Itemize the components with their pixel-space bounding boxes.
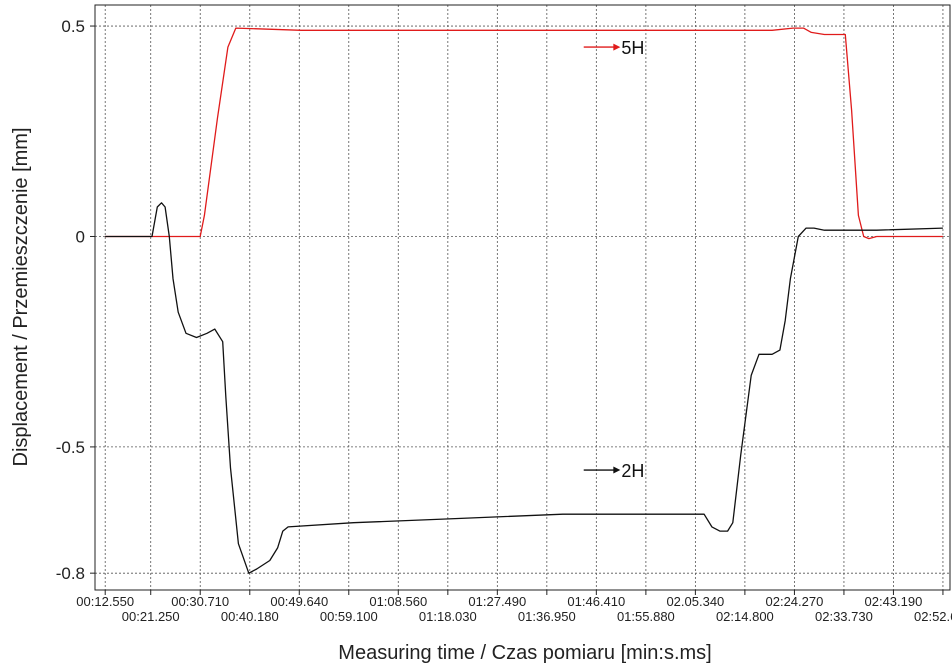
annotations: 5H 2H xyxy=(583,38,644,481)
x-tick-label: 02:43.190 xyxy=(865,594,923,609)
y-tick-label: 0.5 xyxy=(61,17,85,36)
x-tick-label: 01:36.950 xyxy=(518,609,576,624)
series-line-5h xyxy=(105,27,943,240)
x-tick-label: 00:59.100 xyxy=(320,609,378,624)
series-line-2h xyxy=(105,202,943,574)
x-tick-label: 00:40.180 xyxy=(221,609,279,624)
tick-labels: 0.50-0.5-0.800:12.55000:21.25000:30.7100… xyxy=(56,17,952,624)
y-tick-label: -0.8 xyxy=(56,564,85,583)
annotation-arrow-head xyxy=(613,43,621,51)
y-tick-label: -0.5 xyxy=(56,438,85,457)
x-tick-label: 00:49.640 xyxy=(270,594,328,609)
y-tick-label: 0 xyxy=(76,227,85,246)
annotation-label-2h: 2H xyxy=(621,461,644,481)
x-tick-label: 01:46.410 xyxy=(567,594,625,609)
x-tick-label: 00:21.250 xyxy=(122,609,180,624)
x-tick-label: 02:14.800 xyxy=(716,609,774,624)
x-tick-label: 02:24.270 xyxy=(766,594,824,609)
grid-lines xyxy=(95,5,950,590)
x-tick-label: 02.05.340 xyxy=(666,594,724,609)
y-axis-label: Displacement / Przemieszczenie [mm] xyxy=(10,128,32,467)
x-tick-label: 01:55.880 xyxy=(617,609,675,624)
annotation-label-5h: 5H xyxy=(621,38,644,58)
x-tick-label: 00:30.710 xyxy=(171,594,229,609)
series-group xyxy=(105,27,943,574)
x-tick-label: 01:08.560 xyxy=(369,594,427,609)
x-axis-label: Measuring time / Czas pomiaru [min:s.ms] xyxy=(338,642,711,664)
annotation-arrow-head xyxy=(613,466,621,474)
x-tick-label: 02:33.730 xyxy=(815,609,873,624)
x-tick-label: 01:18.030 xyxy=(419,609,477,624)
x-tick-label: 01:27.490 xyxy=(468,594,526,609)
x-tick-label: 02:52.650 xyxy=(914,609,952,624)
plot-frame xyxy=(94,4,951,591)
x-tick-label: 00:12.550 xyxy=(76,594,134,609)
